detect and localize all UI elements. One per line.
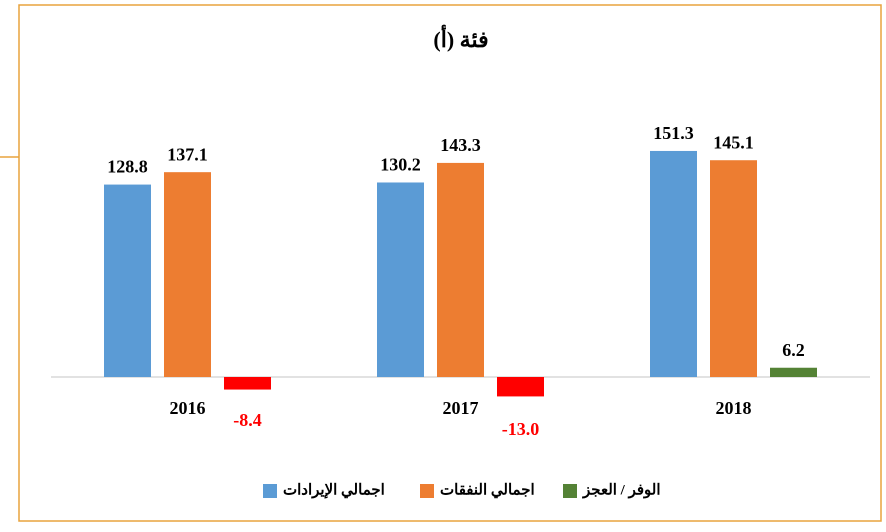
legend-swatch xyxy=(420,484,434,498)
data-label: 6.2 xyxy=(782,340,805,360)
data-label: 151.3 xyxy=(653,123,694,143)
data-label: 128.8 xyxy=(107,157,148,177)
x-tick-label: 2017 xyxy=(443,398,479,418)
data-label: 137.1 xyxy=(167,144,208,164)
chart-title: فئة (أ) xyxy=(433,24,488,52)
bar xyxy=(437,162,484,377)
bar xyxy=(164,172,211,377)
data-label: 145.1 xyxy=(713,132,754,152)
legend-swatch xyxy=(263,484,277,498)
bar xyxy=(770,367,817,377)
bar xyxy=(650,150,697,377)
legend-label: اجمالي الإيرادات xyxy=(283,482,385,499)
data-label: -13.0 xyxy=(502,419,540,439)
legend-label: الوفر / العجز xyxy=(582,482,661,498)
legend-label: اجمالي النفقات xyxy=(440,482,535,499)
data-label: -8.4 xyxy=(233,410,262,430)
bar xyxy=(104,184,151,377)
legend-swatch xyxy=(563,484,577,498)
x-tick-label: 2018 xyxy=(716,398,752,418)
bar xyxy=(497,377,544,397)
bar xyxy=(224,377,271,390)
data-label: 130.2 xyxy=(380,155,421,175)
x-tick-label: 2016 xyxy=(170,398,206,418)
bar xyxy=(377,182,424,377)
bar xyxy=(710,160,757,377)
data-label: 143.3 xyxy=(440,135,481,155)
